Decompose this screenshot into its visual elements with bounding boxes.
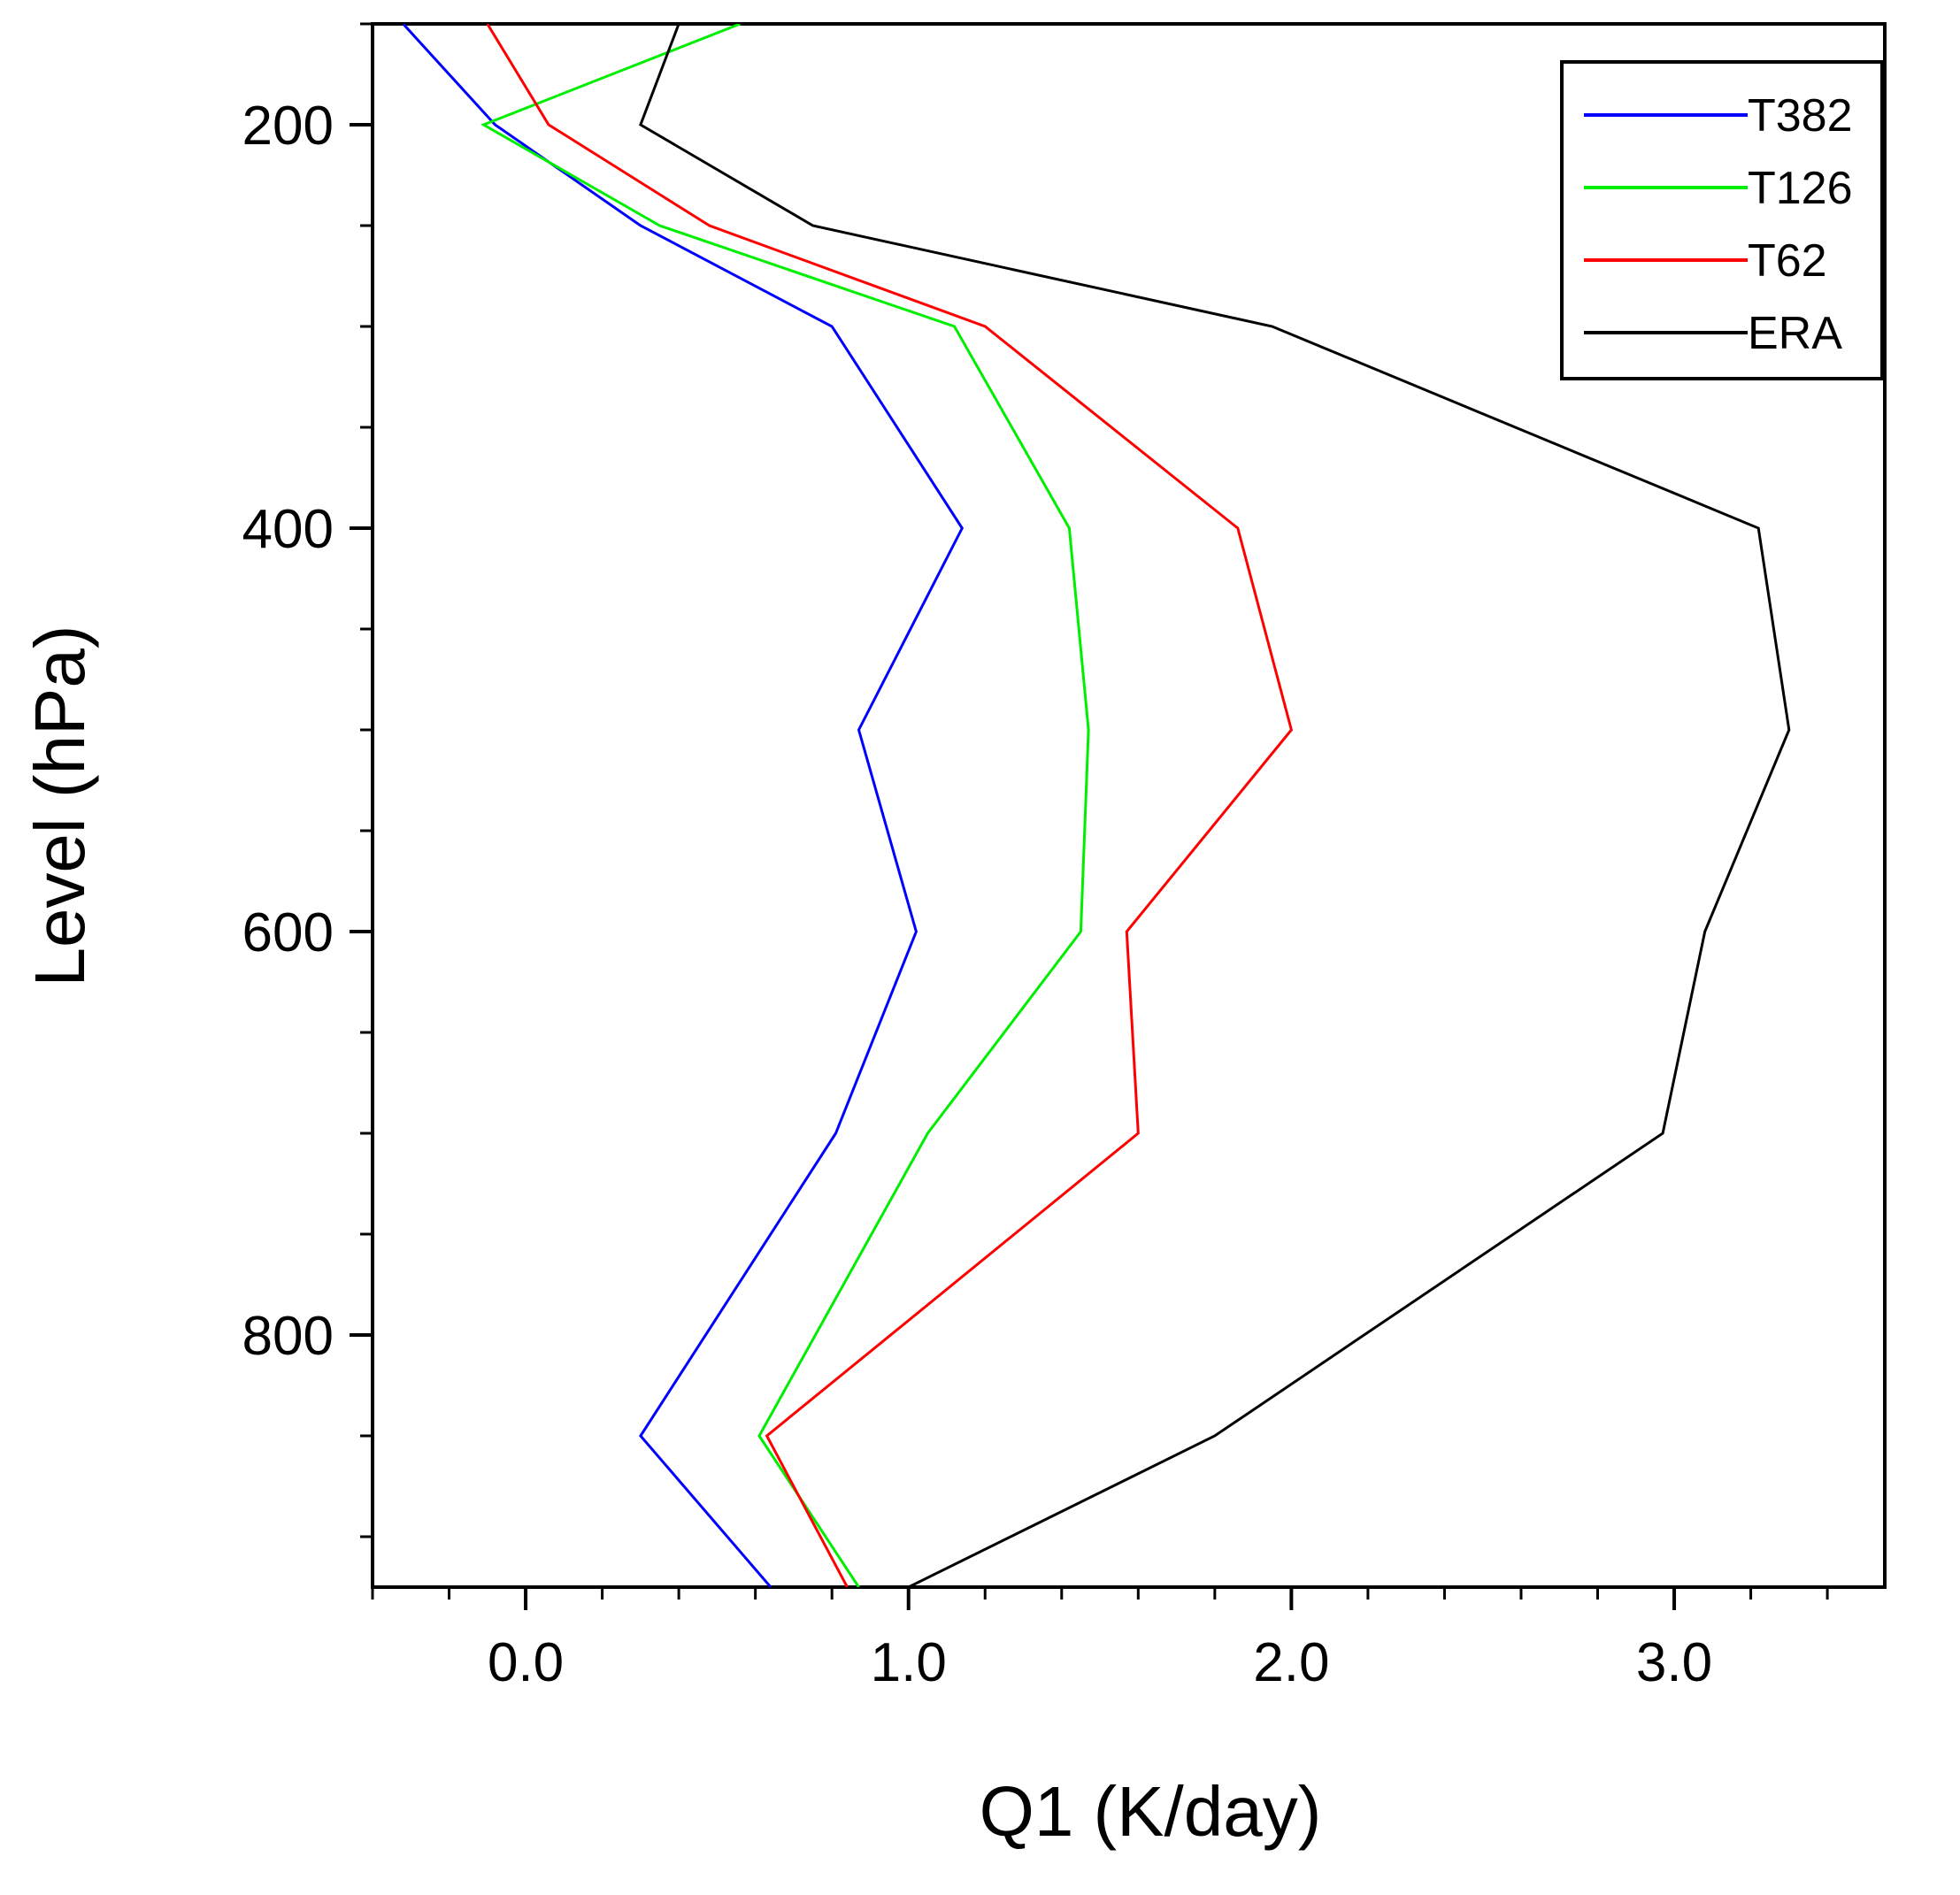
x-tick-label: 3.0 bbox=[1636, 1632, 1712, 1693]
y-tick-label: 400 bbox=[242, 499, 334, 560]
legend-label-t62: T62 bbox=[1748, 235, 1827, 287]
x-tick-label: 2.0 bbox=[1253, 1632, 1329, 1693]
series-line-t62 bbox=[486, 24, 1294, 1587]
minor-ticks bbox=[360, 22, 1829, 1600]
x-tick-label: 1.0 bbox=[871, 1632, 947, 1693]
y-tick-labels: 200 400 600 800 bbox=[242, 96, 334, 1367]
series-layer bbox=[402, 24, 1791, 1587]
legend: T382 T126 T62 ERA bbox=[1560, 60, 1884, 380]
plot-frame bbox=[371, 22, 1887, 1589]
legend-label-t126: T126 bbox=[1748, 163, 1853, 214]
x-axis-label: Q1 (K/day) bbox=[980, 1772, 1322, 1851]
series-line-era bbox=[639, 24, 1791, 1587]
y-axis-label: Level (hPa) bbox=[20, 625, 99, 986]
y-tick-label: 600 bbox=[242, 902, 334, 963]
x-tick-labels: 0.0 1.0 2.0 3.0 bbox=[488, 1632, 1712, 1693]
series-line-t382 bbox=[402, 24, 965, 1587]
y-tick-label: 200 bbox=[242, 96, 334, 157]
major-ticks bbox=[350, 123, 1677, 1610]
legend-label-t382: T382 bbox=[1748, 90, 1853, 142]
legend-label-era: ERA bbox=[1748, 308, 1842, 359]
series-line-t126 bbox=[480, 24, 1090, 1587]
y-tick-label: 800 bbox=[242, 1306, 334, 1367]
x-tick-label: 0.0 bbox=[488, 1632, 564, 1693]
